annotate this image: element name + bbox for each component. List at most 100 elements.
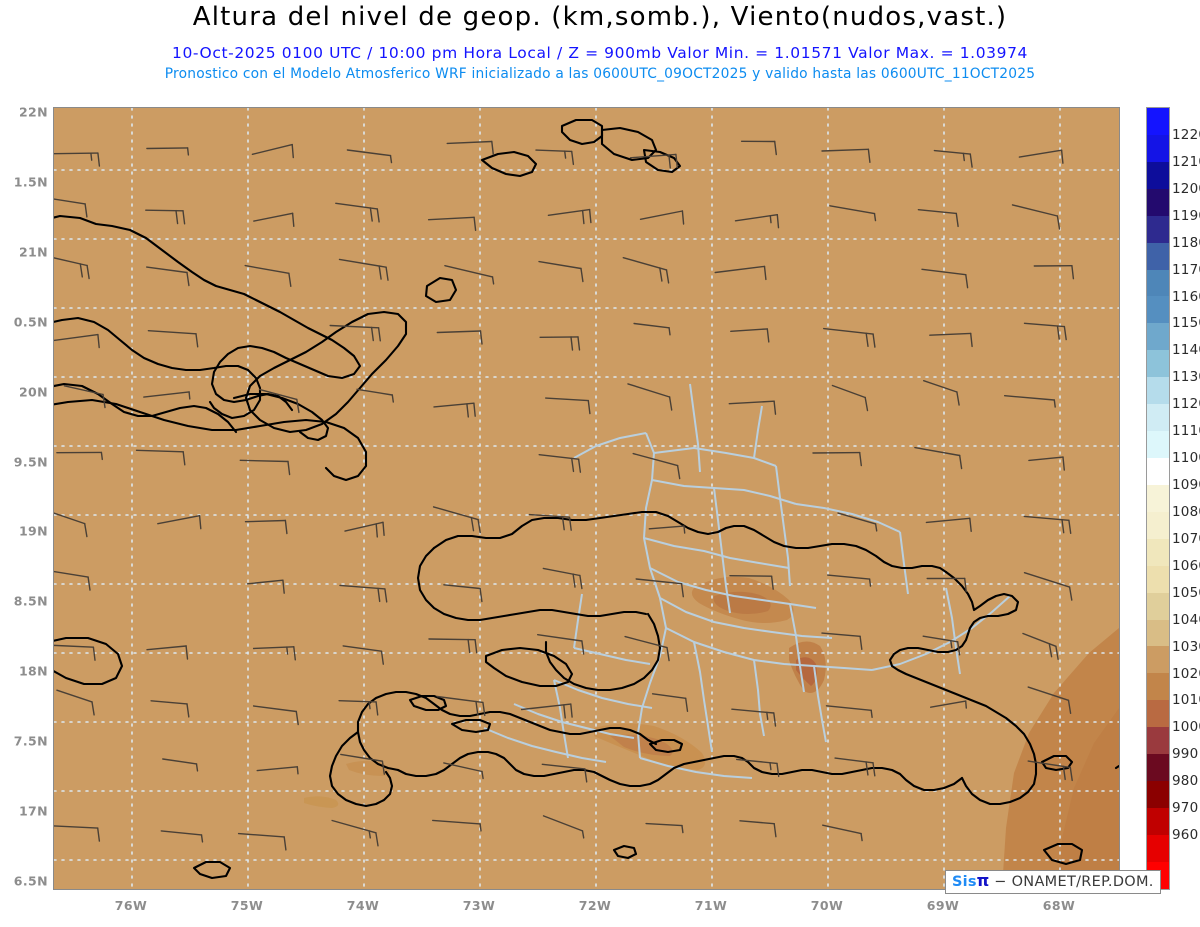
colorbar-band — [1147, 269, 1169, 297]
wind-barb — [54, 825, 101, 842]
x-tick-label: 71W — [694, 898, 728, 913]
wind-barb — [1033, 264, 1075, 280]
wind-barb — [729, 575, 774, 590]
colorbar-band — [1147, 781, 1169, 808]
wind-barb — [925, 517, 972, 532]
wind-barb — [538, 454, 582, 473]
wind-barb — [823, 327, 876, 348]
wind-barb — [252, 705, 299, 726]
colorbar-tick-label: 1020 — [1172, 665, 1200, 682]
wind-barb — [914, 446, 963, 470]
colorbar-tick-label: 1210 — [1172, 153, 1200, 170]
colorbar-tick-label: 1040 — [1172, 611, 1200, 628]
wind-barb — [627, 383, 673, 411]
pi-icon: π — [976, 871, 990, 890]
wind-barb — [923, 380, 960, 406]
map-gridlines — [54, 108, 1119, 889]
map-svg — [54, 108, 1119, 889]
colorbar-band — [1147, 834, 1169, 862]
wind-barb — [639, 210, 685, 225]
wind-barb — [622, 256, 670, 284]
wind-barb — [821, 632, 863, 650]
wind-barb — [160, 830, 204, 843]
wind-barb — [162, 758, 199, 772]
wind-barb — [624, 635, 670, 662]
colorbar-band — [1147, 673, 1169, 701]
colorbar-band — [1147, 457, 1169, 485]
wind-barb — [63, 385, 106, 409]
wind-barb — [930, 700, 967, 709]
colorbar — [1146, 107, 1170, 890]
colorbar-tick-label: 1200 — [1172, 180, 1200, 197]
colorbar-band — [1147, 296, 1169, 324]
colorbar-band — [1147, 565, 1169, 593]
wind-barb — [433, 402, 476, 418]
colorbar-band — [1147, 323, 1169, 351]
wind-barb — [246, 579, 285, 594]
map-plot-area[interactable] — [53, 107, 1120, 890]
colorbar-tick-label: 1190 — [1172, 207, 1200, 224]
coastlines — [54, 118, 1119, 880]
wind-barb — [921, 268, 969, 289]
wind-barb — [1018, 149, 1064, 164]
wind-barb — [339, 584, 388, 603]
colorbar-band — [1147, 215, 1169, 243]
wind-barb — [329, 324, 381, 342]
y-tick-label: 1.5N — [13, 174, 48, 190]
wind-barb — [446, 140, 494, 156]
wind-barb — [831, 384, 869, 412]
y-tick-label: 6.5N — [13, 873, 48, 889]
x-tick-label: 68W — [1042, 898, 1076, 913]
colorbar-band — [1147, 404, 1169, 432]
wind-barb — [1022, 632, 1059, 660]
wind-barb — [258, 388, 300, 414]
colorbar-band — [1147, 108, 1169, 135]
wind-barb — [135, 449, 186, 466]
wind-barb — [632, 452, 681, 480]
colorbar-tick-label: 990 — [1172, 746, 1199, 763]
sis-text: Sis — [952, 874, 977, 890]
wind-barb — [1011, 204, 1061, 230]
wind-barb — [714, 265, 767, 281]
wind-barb — [150, 700, 190, 718]
wind-barb — [629, 153, 678, 169]
wind-barb — [145, 209, 186, 225]
y-tick-label: 18N — [18, 663, 48, 679]
y-tick-label: 8.5N — [13, 593, 48, 609]
wind-barb — [432, 819, 482, 832]
wind-barb — [539, 336, 581, 351]
colorbar-tick-label: 1130 — [1172, 369, 1200, 386]
wind-barb — [537, 634, 585, 655]
colorbar-tick-label: 1140 — [1172, 342, 1200, 359]
wind-barb — [427, 216, 477, 232]
wind-barb — [432, 506, 481, 534]
wind-barb — [734, 213, 780, 229]
wind-barb — [547, 208, 592, 225]
wind-barb — [538, 260, 584, 283]
colorbar-tick-label: 1150 — [1172, 315, 1200, 332]
wind-barb — [356, 388, 394, 403]
wind-barb — [251, 143, 295, 159]
colorbar-tick-label: 1000 — [1172, 719, 1200, 736]
wind-barb — [146, 645, 189, 660]
wind-barb — [342, 645, 384, 665]
wind-barb — [54, 512, 88, 538]
colorbar-tick-label: 1090 — [1172, 477, 1200, 494]
wind-barb — [252, 646, 297, 661]
wind-barb — [56, 451, 103, 461]
colorbar-tick-label: 1160 — [1172, 288, 1200, 305]
wind-barb — [827, 574, 872, 587]
wind-barb — [535, 149, 575, 166]
wind-barb — [917, 208, 959, 228]
colorbar-band — [1147, 350, 1169, 378]
wind-barb — [740, 140, 777, 156]
wind-barb — [926, 577, 967, 593]
colorbar-tick-label: 1080 — [1172, 503, 1200, 520]
y-tick-label: 9.5N — [13, 454, 48, 470]
wind-barb — [635, 578, 684, 598]
colorbar-tick-label: 1070 — [1172, 530, 1200, 547]
wind-barb — [1028, 456, 1065, 471]
